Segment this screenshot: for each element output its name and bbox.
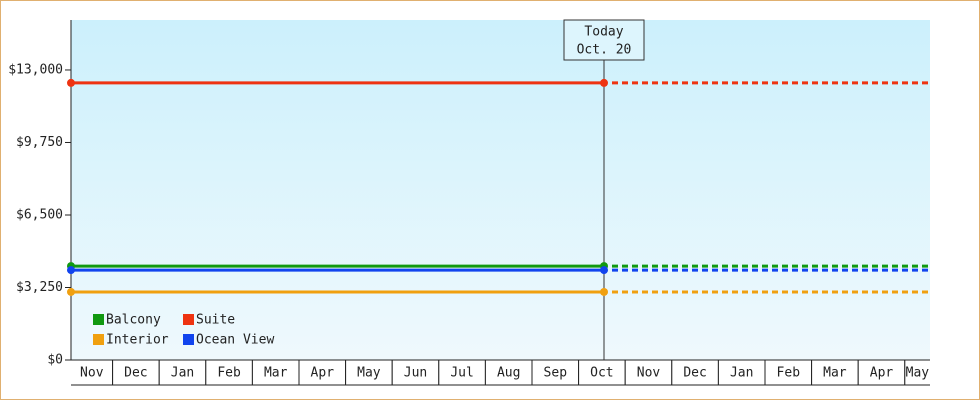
point	[67, 78, 75, 87]
today-box	[563, 19, 645, 61]
y-tick-label: $9,750	[16, 135, 63, 150]
legend-label: Ocean View	[196, 333, 274, 348]
point	[600, 287, 608, 296]
point	[67, 287, 75, 296]
month-cell	[857, 359, 906, 386]
x-tick-label: Jan	[730, 366, 753, 381]
x-tick-label: Dec	[124, 366, 147, 381]
month-cell	[811, 359, 859, 386]
point	[600, 266, 608, 275]
legend-swatch	[183, 314, 194, 325]
legend-label: Suite	[196, 313, 235, 328]
y-tick-label: $6,500	[16, 207, 63, 222]
point	[67, 266, 75, 275]
x-tick-label: Feb	[217, 366, 241, 381]
x-tick-label: Mar	[264, 366, 288, 381]
x-tick-label: May	[906, 366, 930, 381]
x-tick-label: Apr	[870, 366, 894, 381]
x-tick-label: Jun	[404, 366, 427, 381]
x-tick-label: Nov	[80, 366, 104, 381]
x-tick-label: May	[357, 366, 381, 381]
y-tick-label: $0	[47, 353, 63, 368]
annotation: Today	[584, 25, 623, 40]
point	[600, 78, 608, 87]
x-tick-label: Nov	[637, 366, 661, 381]
x-tick-label: Dec	[683, 366, 706, 381]
month-cell	[205, 359, 253, 386]
legend-label: Interior	[106, 333, 169, 348]
legend-swatch	[183, 334, 194, 345]
x-tick-label: Mar	[823, 366, 847, 381]
month-cell	[717, 359, 766, 386]
x-tick-label: Apr	[311, 366, 335, 381]
x-tick-label: Aug	[497, 366, 520, 381]
legend-swatch	[93, 314, 104, 325]
x-tick-label: Sep	[544, 366, 568, 381]
month-cell	[438, 359, 486, 386]
plot-area	[71, 20, 930, 360]
y-tick-label: $13,000	[8, 62, 63, 77]
x-tick-label: Jan	[171, 366, 194, 381]
month-cell	[112, 359, 160, 386]
legend-swatch	[93, 334, 104, 345]
annotation: Oct. 20	[577, 43, 632, 58]
x-axis: Nov Dec Jan Feb Mar Apr May Jun Jul Aug Sep Oct Nov D…	[71, 359, 930, 386]
legend-label: Balcony	[106, 313, 161, 328]
month-cell	[484, 359, 533, 386]
month-cell	[298, 359, 347, 386]
y-tick-label: $3,250	[16, 280, 63, 295]
x-tick-label: Jul	[450, 366, 473, 381]
x-tick-label: Oct	[590, 366, 613, 381]
x-tick-label: Feb	[777, 366, 801, 381]
